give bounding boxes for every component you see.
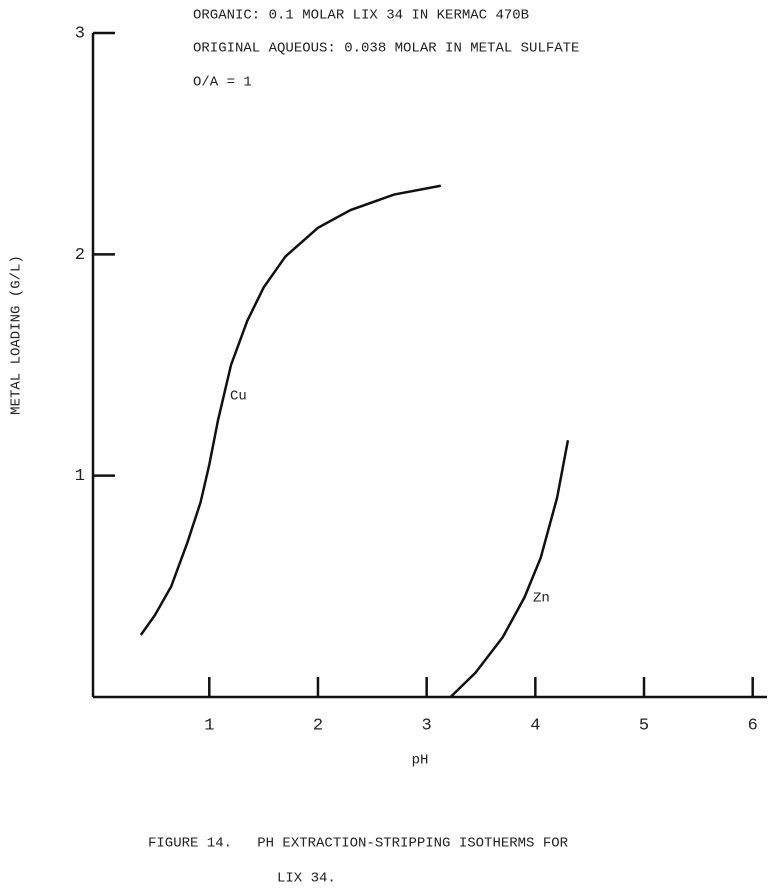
y-tick-label: 1 — [75, 467, 85, 486]
x-tick-label: 1 — [204, 716, 214, 735]
annotation: ORGANIC: 0.1 MOLAR LIX 34 IN KERMAC 470B — [193, 8, 529, 24]
annotation: O/A = 1 — [193, 75, 252, 91]
curve-label: Zn — [533, 591, 550, 607]
x-tick-label: 5 — [639, 716, 649, 735]
x-axis-label: pH — [412, 753, 429, 769]
y-axis-label: METAL LOADING (G/L) — [9, 255, 25, 415]
x-tick-label: 3 — [422, 716, 432, 735]
caption: LIX 34. — [277, 871, 336, 887]
y-tick-label: 2 — [75, 246, 85, 265]
curve-label: Cu — [230, 389, 247, 405]
x-tick-label: 4 — [530, 716, 540, 735]
x-tick-label: 2 — [313, 716, 323, 735]
caption: FIGURE 14. PH EXTRACTION-STRIPPING ISOTH… — [148, 836, 569, 852]
y-tick-label: 3 — [75, 24, 85, 43]
curve — [449, 440, 570, 698]
x-tick-label: 6 — [748, 716, 758, 735]
annotation: ORIGINAL AQUEOUS: 0.038 MOLAR IN METAL S… — [193, 41, 579, 57]
curve — [139, 184, 442, 636]
